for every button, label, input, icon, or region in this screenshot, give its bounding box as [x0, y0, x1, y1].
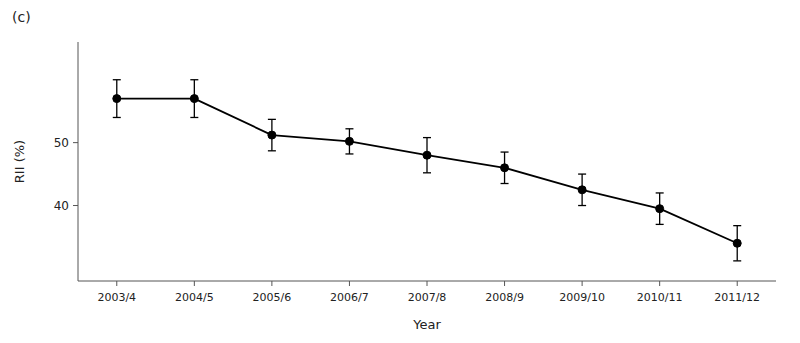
- x-tick-label: 2010/11: [637, 291, 683, 304]
- x-tick: [349, 281, 350, 286]
- error-cap-upper: [113, 79, 121, 80]
- error-cap-upper: [733, 225, 741, 226]
- error-cap-upper: [423, 137, 431, 138]
- panel-label: (c): [12, 9, 31, 25]
- y-tick: [73, 142, 78, 143]
- error-cap-upper: [578, 173, 586, 174]
- data-point: [578, 186, 586, 194]
- data-point: [733, 239, 741, 247]
- data-point: [423, 151, 431, 159]
- x-tick-label: 2011/12: [714, 291, 760, 304]
- x-tick: [582, 281, 583, 286]
- error-cap-lower: [423, 172, 431, 173]
- y-tick: [73, 205, 78, 206]
- error-bar: [423, 138, 431, 173]
- error-cap-lower: [501, 183, 509, 184]
- x-tick: [116, 281, 117, 286]
- error-cap-upper: [501, 151, 509, 152]
- error-bar: [113, 80, 121, 118]
- chart-container: 40 50 2003/4 2004/5 2005/6 2006/7 2007/8 2008/9…: [0, 0, 800, 343]
- x-tick: [504, 281, 505, 286]
- error-cap-lower: [578, 205, 586, 206]
- data-point: [113, 95, 121, 103]
- chart-svg: 40 50 2003/4 2004/5 2005/6 2006/7 2007/8 2008/9…: [0, 0, 800, 343]
- x-tick-label: 2005/6: [253, 291, 292, 304]
- error-cap-lower: [733, 260, 741, 261]
- x-tick: [737, 281, 738, 286]
- x-tick: [427, 281, 428, 286]
- error-cap-lower: [190, 117, 198, 118]
- error-bar: [190, 80, 198, 118]
- error-cap-lower: [113, 117, 121, 118]
- y-axis-label: RII (%): [12, 140, 27, 183]
- x-tick-label: 2004/5: [175, 291, 214, 304]
- y-tick-label: 50: [54, 136, 69, 150]
- error-cap-lower: [345, 153, 353, 154]
- error-bar: [268, 119, 276, 150]
- data-point: [345, 137, 353, 145]
- error-bar: [733, 226, 741, 261]
- data-point: [656, 205, 664, 213]
- error-cap-lower: [268, 150, 276, 151]
- y-tick-label: 40: [54, 199, 69, 213]
- x-tick-label: 2006/7: [330, 291, 369, 304]
- y-axis-line: [78, 42, 79, 281]
- x-tick: [194, 281, 195, 286]
- data-point: [268, 131, 276, 139]
- data-point: [190, 95, 198, 103]
- x-tick-label: 2007/8: [408, 291, 447, 304]
- x-tick: [271, 281, 272, 286]
- x-tick-label: 2008/9: [485, 291, 524, 304]
- x-axis-label: Year: [412, 317, 441, 332]
- series-line: [117, 99, 737, 244]
- error-cap-upper: [345, 128, 353, 129]
- data-point: [501, 164, 509, 172]
- plot-area: [113, 80, 741, 261]
- error-bar: [501, 152, 509, 183]
- error-bar: [345, 129, 353, 154]
- error-bar: [578, 174, 586, 205]
- error-cap-lower: [656, 224, 664, 225]
- error-bar: [656, 193, 664, 224]
- x-tick-label: 2003/4: [97, 291, 136, 304]
- x-tick-label: 2009/10: [559, 291, 605, 304]
- error-cap-upper: [656, 192, 664, 193]
- error-cap-upper: [190, 79, 198, 80]
- error-cap-upper: [268, 119, 276, 120]
- x-tick: [659, 281, 660, 286]
